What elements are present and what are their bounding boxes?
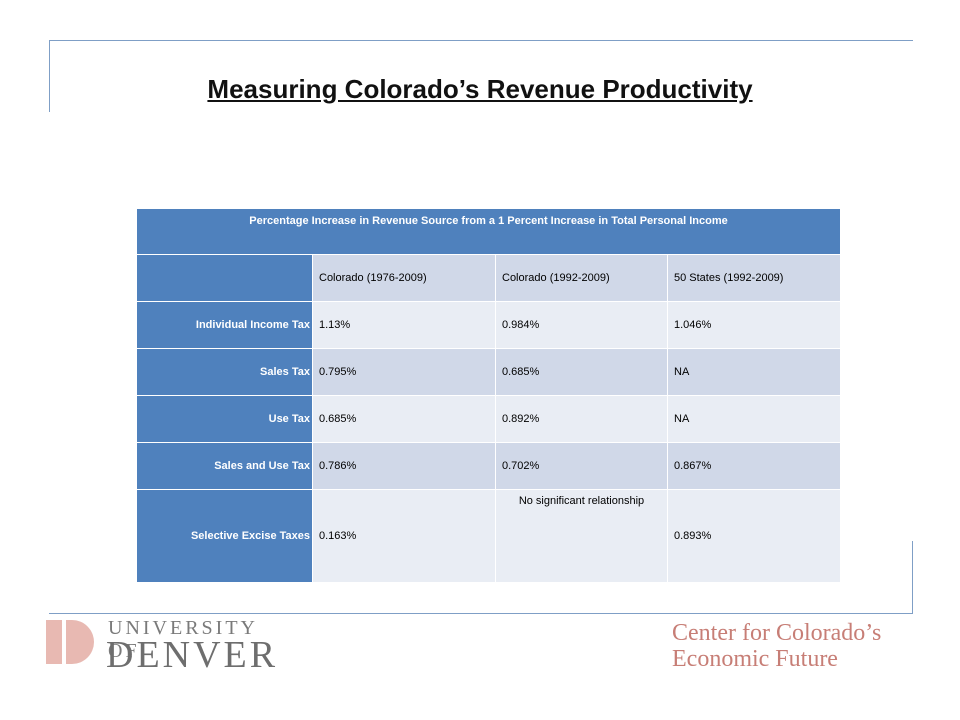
row-label: Individual Income Tax bbox=[136, 301, 313, 349]
table-cell: NA bbox=[667, 348, 841, 396]
table-cell: 0.685% bbox=[495, 348, 668, 396]
table-row: Selective Excise Taxes 0.163% No signifi… bbox=[136, 489, 841, 583]
slide-title: Measuring Colorado’s Revenue Productivit… bbox=[207, 74, 753, 104]
row-label: Use Tax bbox=[136, 395, 313, 443]
table-cell: 0.163% bbox=[312, 489, 496, 583]
table-cell: No significant relationship bbox=[495, 489, 668, 583]
du-logo-line1: UNIVERSITY OF bbox=[108, 617, 258, 662]
column-header: Colorado (1976-2009) bbox=[312, 254, 496, 302]
column-header: Colorado (1992-2009) bbox=[495, 254, 668, 302]
table-cell: 0.892% bbox=[495, 395, 668, 443]
table-row: Individual Income Tax 1.13% 0.984% 1.046… bbox=[136, 301, 841, 349]
du-logo-line2: DENVER bbox=[106, 634, 279, 676]
table-cell: 1.13% bbox=[312, 301, 496, 349]
table-cell: 0.795% bbox=[312, 348, 496, 396]
row-label: Sales Tax bbox=[136, 348, 313, 396]
table-cell: 0.893% bbox=[667, 489, 841, 583]
table-cell: 0.984% bbox=[495, 301, 668, 349]
table-caption: Percentage Increase in Revenue Source fr… bbox=[136, 208, 841, 255]
table-row: Sales Tax 0.795% 0.685% NA bbox=[136, 348, 841, 396]
ccef-logo-line1: Center for Colorado’s bbox=[672, 620, 882, 646]
table-header-row: Colorado (1976-2009) Colorado (1992-2009… bbox=[136, 254, 841, 302]
revenue-table: Percentage Increase in Revenue Source fr… bbox=[136, 208, 841, 583]
table-cell: 1.046% bbox=[667, 301, 841, 349]
table-cell: 0.685% bbox=[312, 395, 496, 443]
frame-top-line bbox=[49, 40, 913, 41]
table-cell: 0.702% bbox=[495, 442, 668, 490]
row-label: Selective Excise Taxes bbox=[136, 489, 313, 583]
column-header: 50 States (1992-2009) bbox=[667, 254, 841, 302]
row-label: Sales and Use Tax bbox=[136, 442, 313, 490]
frame-right-line bbox=[912, 541, 913, 614]
table-cell: NA bbox=[667, 395, 841, 443]
column-header-empty bbox=[136, 254, 313, 302]
ccef-logo-line2: Economic Future bbox=[672, 646, 838, 672]
du-monogram-icon bbox=[46, 620, 94, 664]
table-cell: 0.786% bbox=[312, 442, 496, 490]
university-of-denver-logo: UNIVERSITY OF DENVER bbox=[46, 617, 286, 676]
table-cell: 0.867% bbox=[667, 442, 841, 490]
table-caption-row: Percentage Increase in Revenue Source fr… bbox=[136, 208, 841, 255]
table-row: Sales and Use Tax 0.786% 0.702% 0.867% bbox=[136, 442, 841, 490]
table-row: Use Tax 0.685% 0.892% NA bbox=[136, 395, 841, 443]
frame-bottom-line bbox=[49, 613, 913, 614]
ccef-logo: Center for Colorado’s Economic Future bbox=[672, 620, 942, 672]
frame-left-line bbox=[49, 40, 50, 112]
